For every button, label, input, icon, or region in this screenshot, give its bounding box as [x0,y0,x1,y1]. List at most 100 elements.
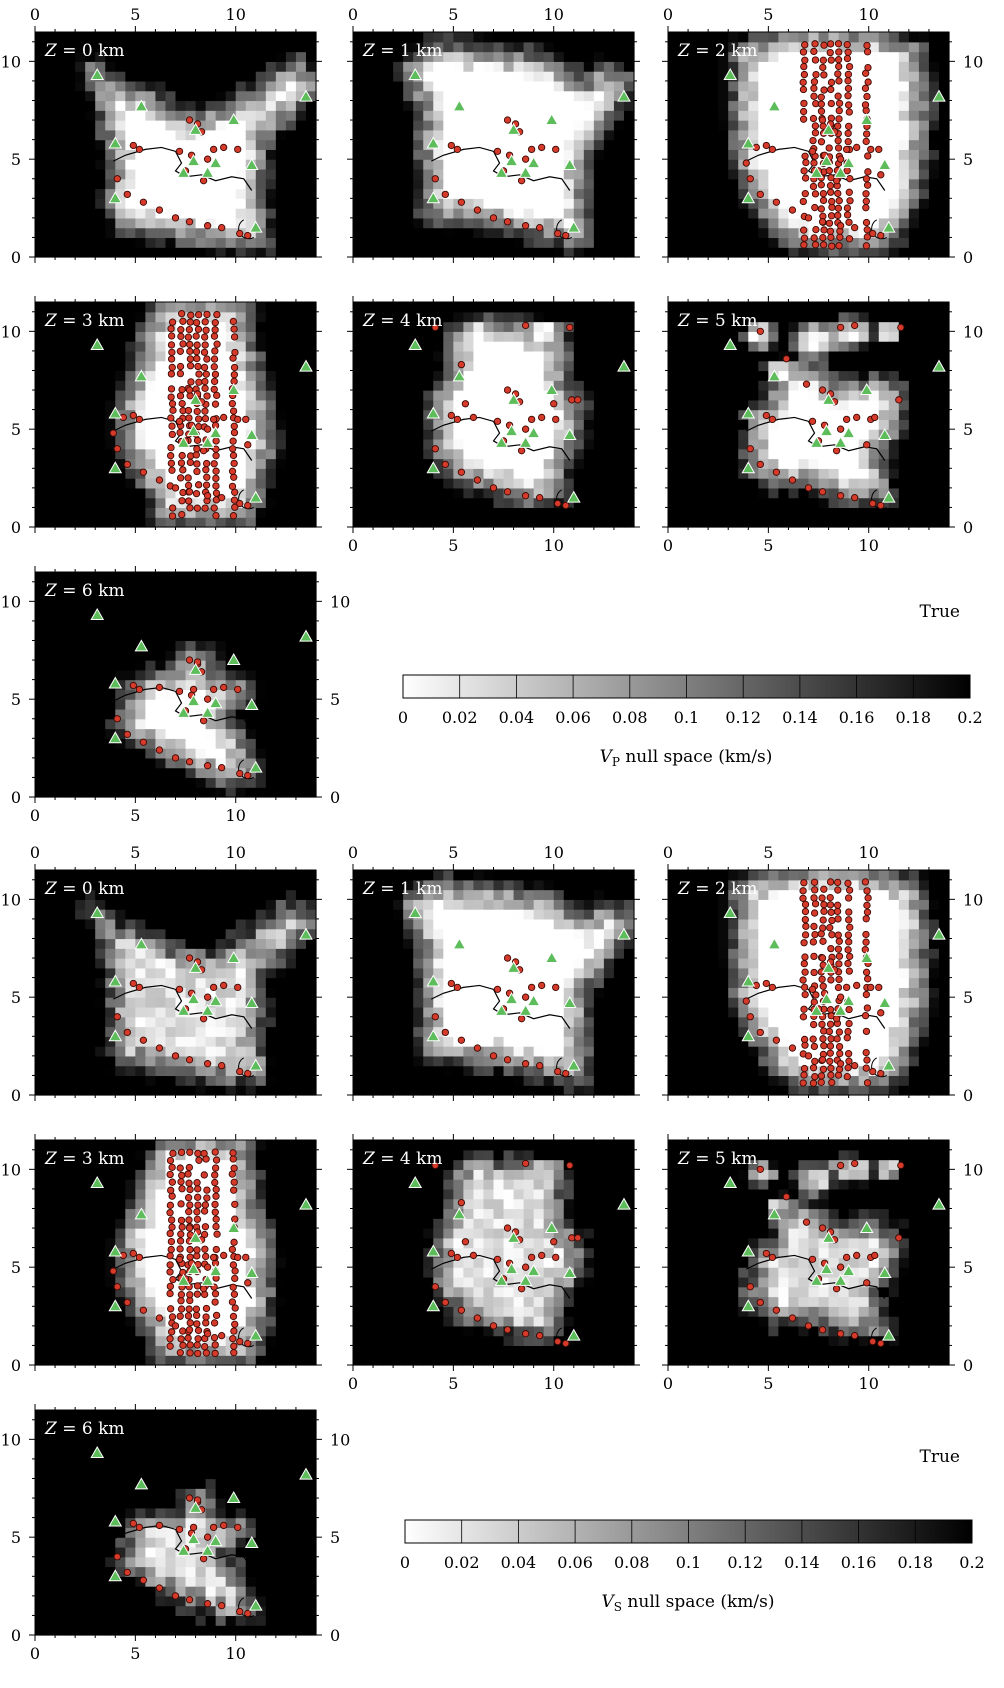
heatmap-cell [543,100,555,111]
heatmap-cell [513,370,525,381]
heatmap-cell [718,129,729,141]
event-marker [819,56,827,64]
event-marker [202,459,211,468]
heatmap-cell [363,331,374,342]
heatmap-cell [758,208,769,219]
heatmap-cell [828,311,840,323]
heatmap-cell [35,660,46,671]
heatmap-cell [105,237,116,248]
event-marker [863,441,871,449]
heatmap-cell [613,419,625,430]
heatmap-cell [788,438,800,450]
heatmap-cell [95,302,106,313]
event-marker [199,447,208,455]
heatmap-cell [115,517,126,528]
heatmap-cell [603,507,615,518]
heatmap-cell [165,208,177,219]
heatmap-cell [235,660,247,671]
heatmap-cell [928,321,940,332]
heatmap-cell [155,787,167,798]
heatmap-cell [45,139,56,150]
heatmap-cell [748,208,759,219]
heatmap-cell [225,572,237,583]
heatmap-cell [85,51,96,62]
heatmap-cell [205,120,217,131]
heatmap-cell [463,247,475,258]
heatmap-cell [868,90,880,102]
heatmap-cell [513,331,525,342]
event-marker [194,362,202,371]
heatmap-cell [225,360,237,372]
heatmap-cell [463,370,475,381]
heatmap-cell [295,188,307,199]
heatmap-cell [125,507,136,518]
heatmap-cell [165,90,177,102]
heatmap-cell [828,497,840,509]
heatmap-cell [45,120,56,131]
heatmap-cell [828,227,840,239]
heatmap-cell [255,448,267,460]
heatmap-cell [623,409,635,420]
heatmap-cell [728,350,739,362]
heatmap-cell [413,497,424,509]
heatmap-cell [563,497,575,509]
heatmap-cell [215,708,227,720]
heatmap-cell [105,708,116,720]
heatmap-cell [838,110,850,121]
heatmap-cell [35,370,46,381]
heatmap-cell [543,458,555,469]
heatmap-cell [423,149,434,160]
heatmap-cell [135,757,146,769]
heatmap-cell [473,360,485,372]
heatmap-cell [275,468,287,479]
heatmap-cell [453,208,464,219]
heatmap-cell [613,237,625,248]
heatmap-cell [543,80,555,92]
heatmap-cell [85,409,96,420]
heatmap-cell [553,419,565,430]
heatmap-cell [918,517,930,528]
heatmap-cell [758,71,769,82]
heatmap-cell [245,149,257,160]
event-marker [810,234,818,242]
heatmap-cell [708,458,719,469]
heatmap-cell [563,61,575,72]
heatmap-cell [413,61,424,72]
event-marker [877,501,885,510]
heatmap-cell [215,80,227,92]
event-marker [229,317,237,326]
heatmap-cell [523,380,535,391]
heatmap-cell [55,350,66,362]
heatmap-cell [788,458,800,469]
event-marker [194,325,203,333]
heatmap-cell [275,419,287,430]
heatmap-cell [908,360,920,372]
heatmap-cell [433,350,444,362]
heatmap-cell [95,699,106,710]
heatmap-cell [75,591,86,602]
heatmap-cell [748,100,759,111]
heatmap-cell [295,139,307,150]
heatmap-cell [393,419,404,430]
heatmap-cell [738,507,749,518]
heatmap-cell [808,380,820,391]
heatmap-cell [235,302,247,313]
heatmap-cell [768,188,779,199]
event-marker [811,203,819,212]
heatmap-cell [225,689,237,700]
heatmap-cell [838,80,850,92]
heatmap-cell [245,61,257,72]
heatmap-cell [45,178,56,190]
heatmap-cell [728,100,739,111]
event-marker [113,175,121,183]
heatmap-cell [225,139,237,150]
heatmap-cell [135,478,146,489]
heatmap-cell [778,168,790,180]
heatmap-cell [678,438,689,450]
heatmap-cell [115,360,126,372]
heatmap-cell [85,380,96,391]
heatmap-cell [35,311,46,323]
heatmap-cell [613,61,625,72]
heatmap-cell [543,380,555,391]
heatmap-cell [235,429,247,440]
